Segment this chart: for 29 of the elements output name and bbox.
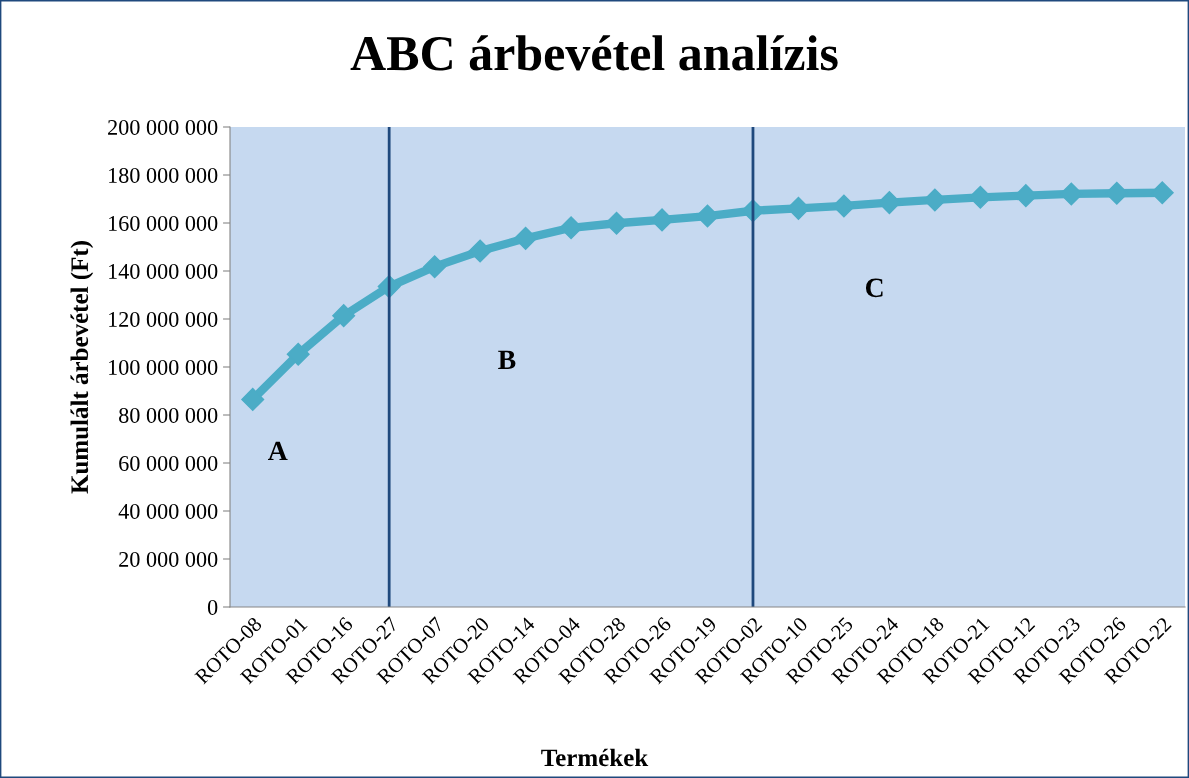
y-tick-label: 160 000 000: [109, 215, 218, 231]
y-axis-title: Kumulált árbevétel (Ft): [70, 241, 94, 494]
y-tick-label: 60 000 000: [119, 455, 218, 471]
annotation: B: [498, 350, 516, 369]
annotation: A: [267, 441, 288, 461]
chart-title: ABC árbevétel analízis: [350, 35, 838, 71]
annotation: C: [865, 278, 883, 298]
point: [923, 188, 947, 212]
y-tick-label: 140 000 000: [109, 263, 218, 279]
point: [832, 194, 856, 218]
point: [559, 216, 583, 240]
point: [696, 204, 719, 228]
y-tick-label: 100 000 000: [109, 359, 218, 375]
point: [286, 342, 310, 366]
y-tick-label: 120 000 000: [109, 311, 218, 327]
x-axis-title: Termékek: [541, 748, 649, 767]
point: [241, 387, 265, 411]
y-tick-label: 200 000 000: [108, 119, 218, 135]
point: [468, 239, 492, 263]
y-tick-label: 80 000 000: [119, 407, 218, 423]
point: [514, 226, 538, 250]
y-tick-label: 40 000 000: [118, 503, 218, 519]
point: [423, 255, 447, 279]
point: [650, 208, 674, 232]
point: [877, 191, 901, 215]
y-tick-label: 180 000 000: [109, 167, 218, 183]
y-tick-label: 20 000 000: [119, 551, 218, 567]
y-tick-label: 0: [207, 599, 218, 615]
point: [332, 304, 356, 328]
